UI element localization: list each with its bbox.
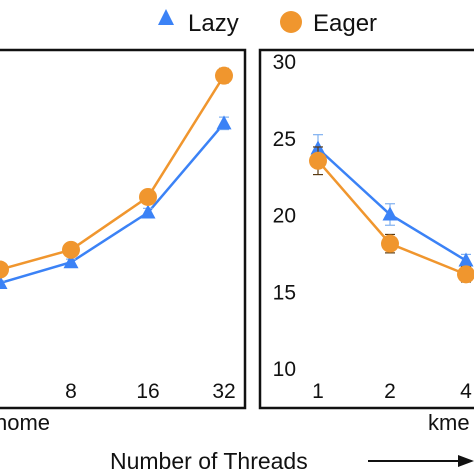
series-line-nome-lazy (0, 122, 225, 285)
legend-label-lazy: Lazy (188, 10, 239, 37)
x-tick-label-nome-1: 16 (136, 380, 159, 403)
panel-label-nome: nome (0, 410, 50, 435)
y-tick-label-kme-1: 15 (273, 281, 296, 304)
x-tick-label-kme-1: 2 (384, 380, 396, 403)
legend: Lazy Eager (158, 9, 377, 37)
point-nome-eager-2 (139, 187, 157, 206)
point-nome-eager-3 (215, 66, 233, 85)
point-nome-lazy-2 (140, 204, 156, 219)
point-kme-eager-2 (457, 265, 474, 284)
x-axis-arrow (368, 455, 474, 467)
x-tick-label-nome-0: 8 (65, 380, 77, 403)
x-tick-label-nome-2: 32 (212, 380, 235, 403)
y-tick-label-kme-0: 10 (273, 358, 296, 381)
panel-frame-nome (0, 48, 247, 410)
series-line-nome-eager (0, 74, 226, 271)
y-tick-label-kme-4: 30 (273, 51, 296, 74)
point-kme-eager-0 (309, 151, 327, 170)
y-tick-label-kme-2: 20 (273, 205, 296, 228)
panel-frame-kme (258, 48, 474, 410)
legend-label-eager: Eager (313, 10, 377, 37)
panel-label-kme: kme (428, 410, 470, 435)
point-nome-eager-0 (0, 260, 9, 279)
y-tick-label-kme-3: 25 (273, 128, 296, 151)
point-nome-lazy-3 (216, 115, 232, 130)
point-kme-lazy-2 (458, 252, 474, 267)
point-kme-eager-1 (381, 234, 399, 253)
x-axis-label: Number of Threads (110, 448, 308, 474)
point-nome-eager-1 (62, 240, 80, 259)
point-nome-lazy-1 (63, 254, 79, 269)
legend-marker-eager (280, 11, 302, 33)
point-nome-lazy-0 (0, 274, 8, 289)
legend-marker-lazy (158, 9, 174, 25)
x-tick-label-kme-2: 4 (460, 380, 472, 403)
x-tick-label-kme-0: 1 (312, 380, 324, 403)
point-kme-lazy-1 (382, 206, 398, 221)
